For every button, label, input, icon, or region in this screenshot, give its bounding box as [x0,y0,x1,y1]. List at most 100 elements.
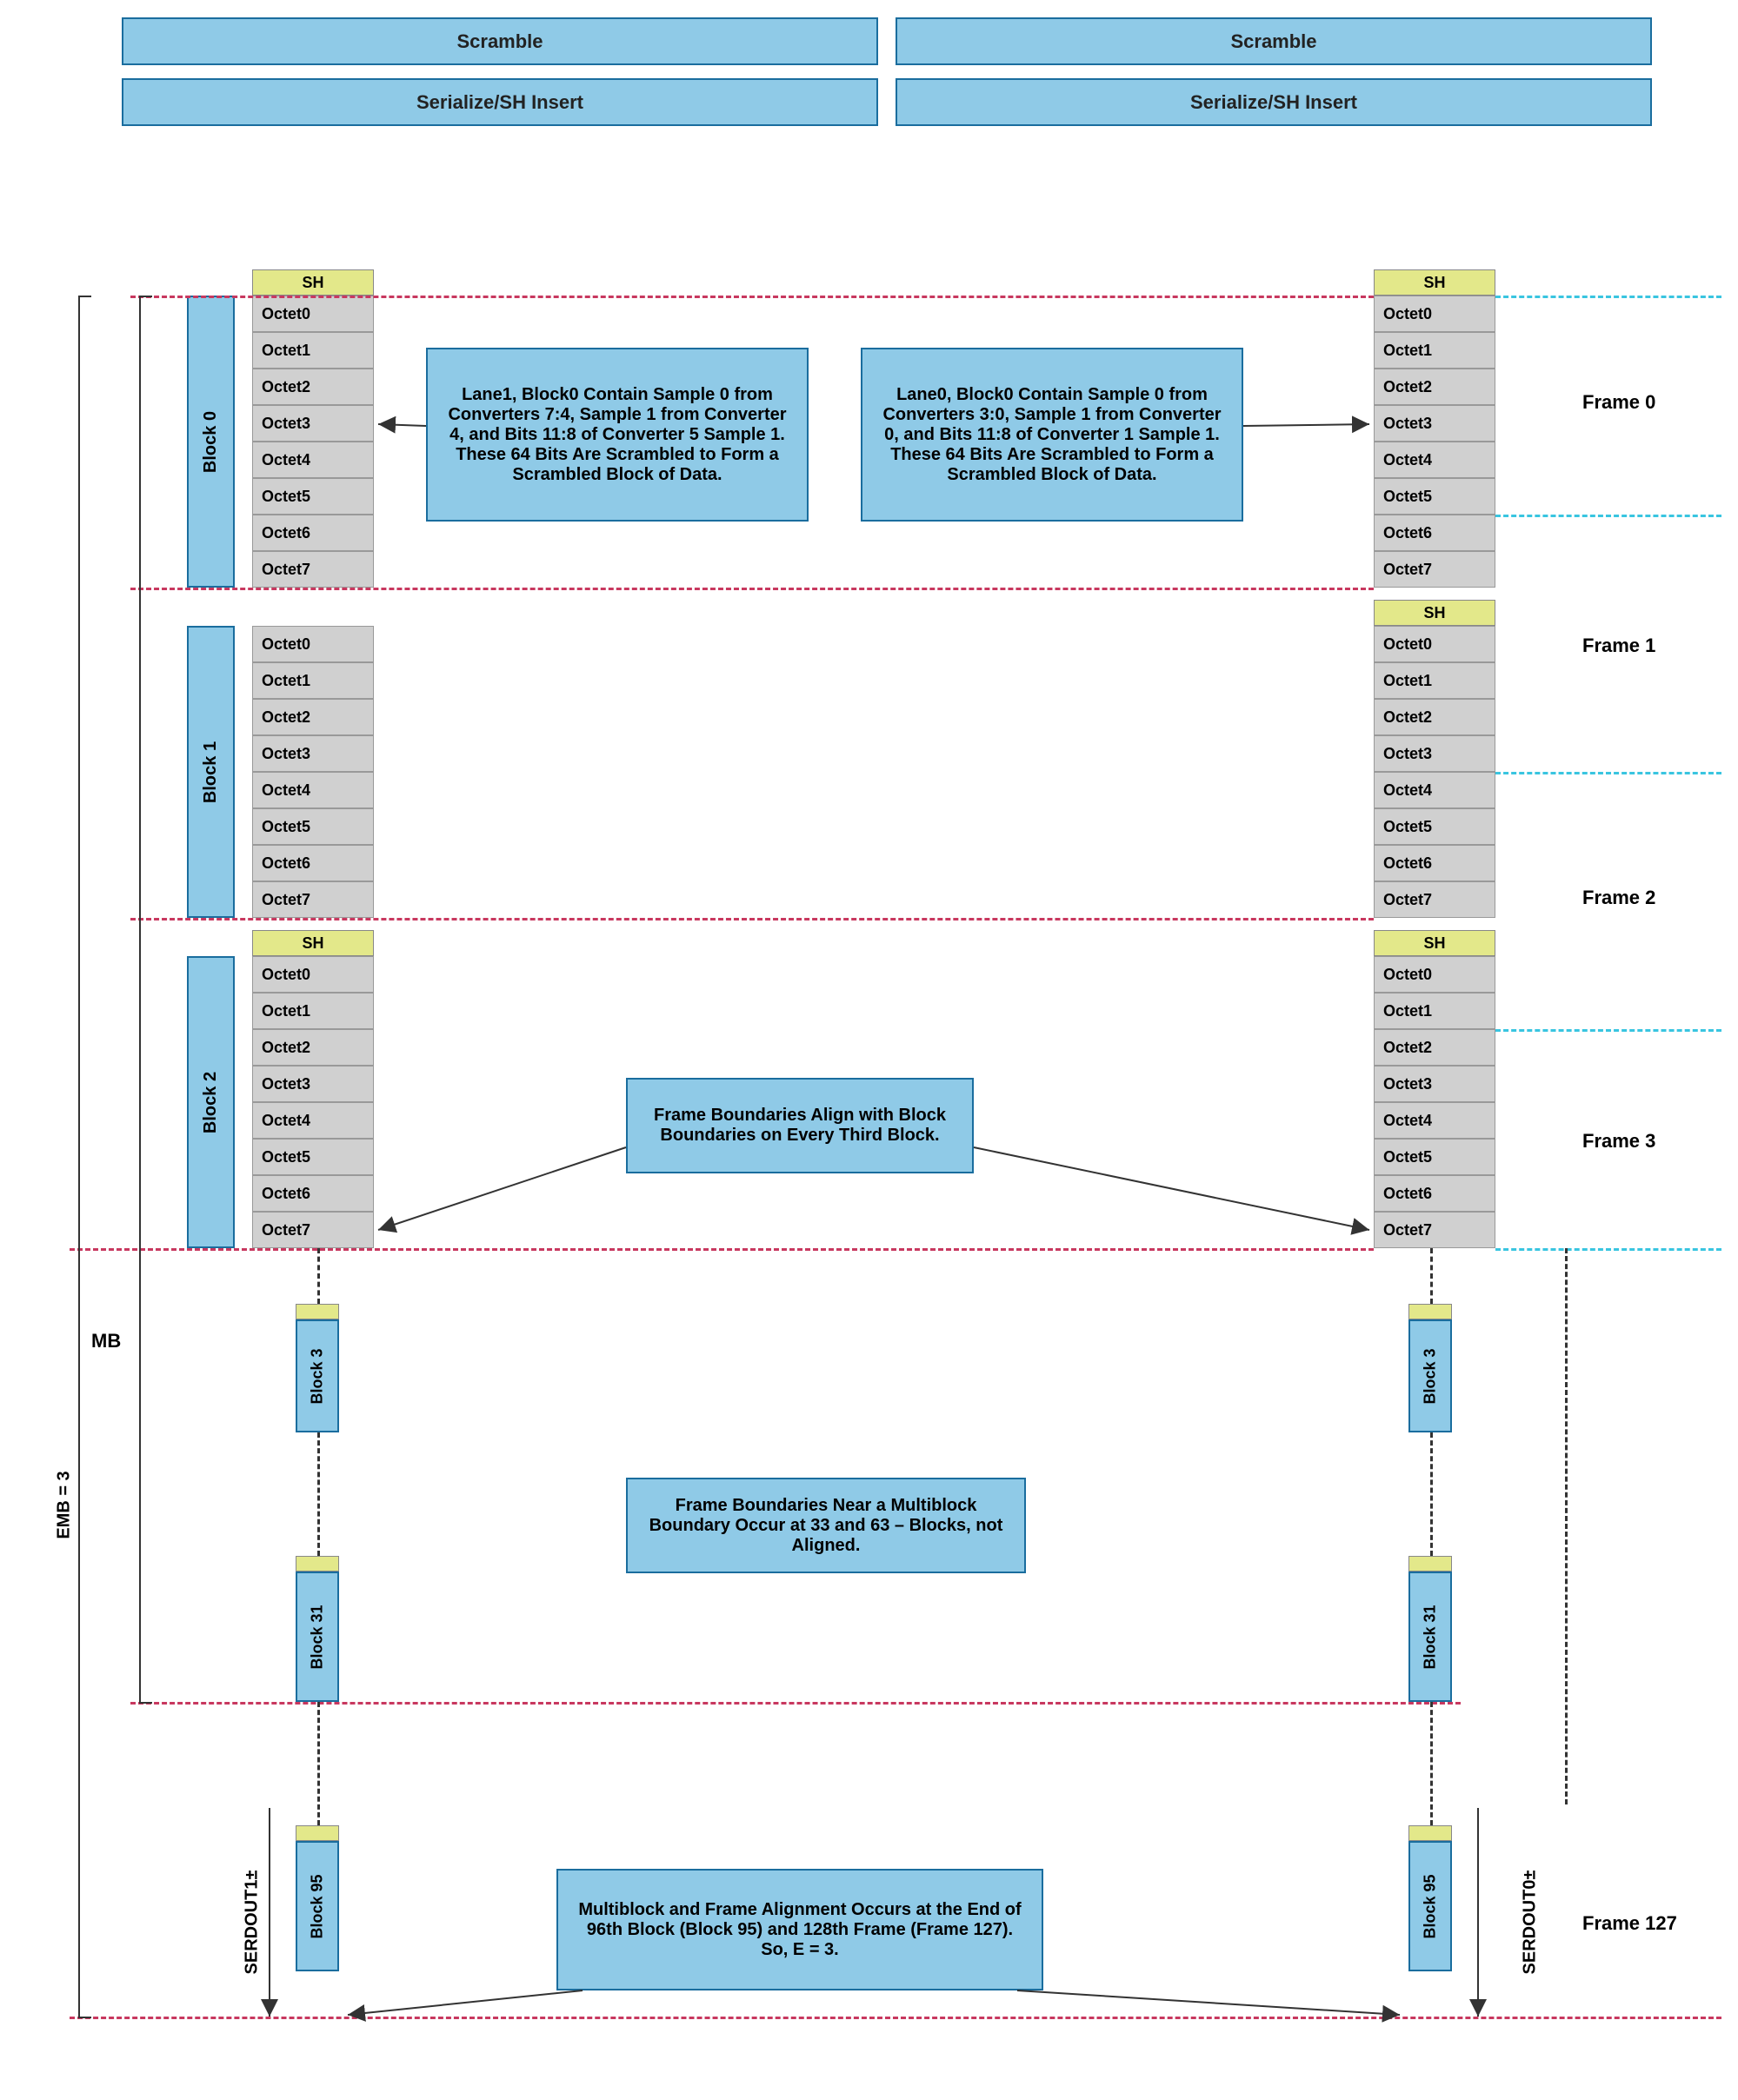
frame-2-label: Frame 2 [1582,887,1655,909]
small-sh [296,1304,339,1319]
octet-cell: Octet6 [1374,845,1495,881]
block-boundary [130,296,1374,298]
block-31-right: Block 31 [1408,1572,1452,1702]
block-95-left: Block 95 [296,1841,339,1971]
frame-boundary [1495,1029,1721,1032]
octet-cell: Octet0 [1374,296,1495,332]
emb-bracket-bot [78,2017,91,2018]
octet-cell: Octet0 [1374,956,1495,993]
octet-cell: Octet3 [1374,405,1495,442]
octet-cell: Octet3 [1374,1066,1495,1102]
sh-cell: SH [1374,600,1495,626]
octet-cell: Octet1 [1374,993,1495,1029]
sh-cell: SH [252,269,374,296]
octet-cell: Octet4 [1374,1102,1495,1139]
scramble-right: Scramble [896,17,1652,65]
octet-cell: Octet5 [1374,478,1495,515]
octet-cell: Octet1 [252,332,374,369]
octet-cell: Octet6 [252,845,374,881]
block-95-right: Block 95 [1408,1841,1452,1971]
octet-cell: Octet2 [1374,699,1495,735]
octet-cell: Octet2 [1374,1029,1495,1066]
block-connector [1430,1432,1433,1556]
octet-cell: Octet1 [1374,662,1495,699]
octet-cell: Octet4 [252,1102,374,1139]
octet-cell: Octet7 [1374,1212,1495,1248]
block-connector [1430,1702,1433,1825]
octet-cell: Octet1 [1374,332,1495,369]
block-boundary [70,2017,1721,2019]
serdout1-label: SERDOUT1± [242,1871,262,1975]
scramble-left: Scramble [122,17,878,65]
block-0-label-left: Block 0 [187,296,235,588]
small-sh [1408,1304,1452,1319]
octet-cell: Octet4 [252,772,374,808]
octet-cell: Octet6 [252,515,374,551]
frame-boundary [1495,515,1721,517]
block-boundary [130,588,1374,590]
octet-cell: Octet5 [252,478,374,515]
octet-cell: Octet4 [1374,772,1495,808]
block-boundary [70,1248,1374,1251]
frame-1-label: Frame 1 [1582,635,1655,657]
octet-cell: Octet5 [252,808,374,845]
sh-cell: SH [1374,930,1495,956]
octet-cell: Octet5 [1374,808,1495,845]
frame-align-callout: Frame Boundaries Align with Block Bounda… [626,1078,974,1173]
small-sh [1408,1556,1452,1572]
small-sh [296,1825,339,1841]
sh-cell: SH [1374,269,1495,296]
block-boundary [130,918,1374,920]
frame-boundary [1495,1248,1721,1251]
octet-cell: Octet5 [1374,1139,1495,1175]
octet-cell: Octet3 [252,1066,374,1102]
emb-bracket-top [78,296,91,297]
octet-cell: Octet0 [252,296,374,332]
serialize-right: Serialize/SH Insert [896,78,1652,126]
block-connector [317,1702,320,1825]
frame-3-label: Frame 3 [1582,1130,1655,1153]
octet-cell: Octet7 [252,881,374,918]
multiblock-callout: Multiblock and Frame Alignment Occurs at… [556,1869,1043,1990]
mb-bracket [139,296,141,1702]
octet-cell: Octet0 [252,626,374,662]
octet-cell: Octet3 [252,735,374,772]
octet-cell: Octet6 [1374,1175,1495,1212]
block-2-label-left: Block 2 [187,956,235,1248]
emb-bracket [78,296,80,2017]
lane1-callout: Lane1, Block0 Contain Sample 0 from Conv… [426,348,809,522]
frame-0-label: Frame 0 [1582,391,1655,414]
serialize-left: Serialize/SH Insert [122,78,878,126]
octet-cell: Octet4 [1374,442,1495,478]
block-connector [317,1432,320,1556]
block-3-left: Block 3 [296,1319,339,1432]
octet-cell: Octet2 [252,699,374,735]
octet-cell: Octet2 [252,369,374,405]
octet-cell: Octet1 [252,993,374,1029]
octet-cell: Octet7 [1374,551,1495,588]
block-connector [317,1248,320,1304]
block-3-right: Block 3 [1408,1319,1452,1432]
octet-cell: Octet6 [252,1175,374,1212]
octet-cell: Octet4 [252,442,374,478]
small-sh [296,1556,339,1572]
serdout0-label: SERDOUT0± [1520,1871,1540,1975]
block-31-left: Block 31 [296,1572,339,1702]
frame-127-label: Frame 127 [1582,1912,1677,1935]
frame-boundary [1495,296,1721,298]
octet-cell: Octet3 [1374,735,1495,772]
block-boundary [130,1702,1461,1705]
mb-bracket-top [139,296,152,297]
emb-label: EMB = 3 [55,1471,75,1538]
sh-cell: SH [252,930,374,956]
octet-cell: Octet0 [252,956,374,993]
frame-connector [1565,1248,1568,1804]
octet-cell: Octet1 [252,662,374,699]
octet-cell: Octet0 [1374,626,1495,662]
mb-label: MB [91,1330,121,1352]
mb-bracket-bot [139,1702,152,1704]
octet-cell: Octet6 [1374,515,1495,551]
block-1-label-left: Block 1 [187,626,235,918]
octet-cell: Octet2 [1374,369,1495,405]
small-sh [1408,1825,1452,1841]
